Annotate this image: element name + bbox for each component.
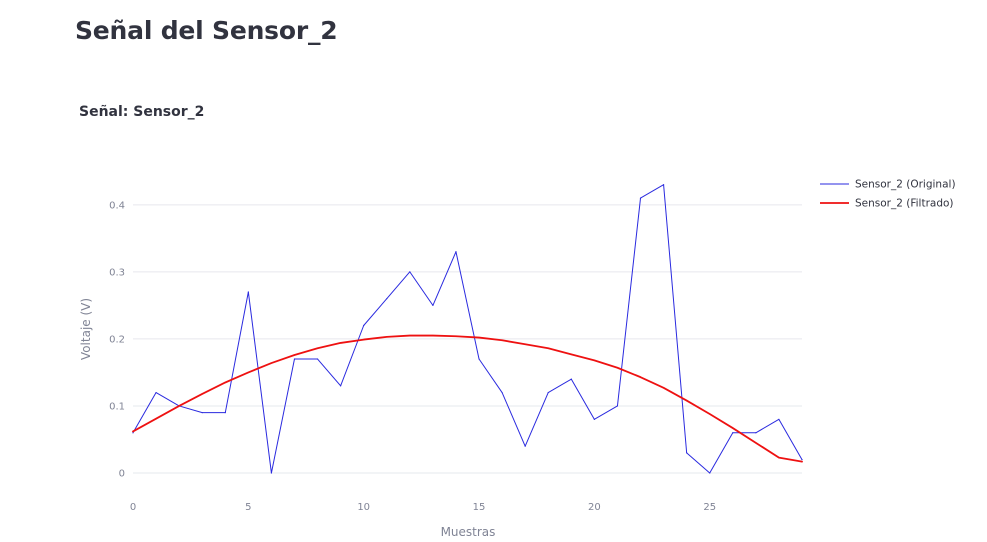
data-point bbox=[524, 445, 526, 447]
data-point bbox=[316, 358, 319, 360]
x-tick-label: 15 bbox=[473, 502, 486, 513]
x-tick-label: 25 bbox=[703, 502, 716, 513]
data-point bbox=[293, 354, 296, 356]
legend-item[interactable]: Sensor_2 (Filtrado) bbox=[820, 198, 954, 210]
y-axis-title: Voltaje (V) bbox=[79, 298, 93, 360]
data-point bbox=[201, 412, 203, 414]
data-point bbox=[270, 472, 273, 474]
y-tick-label: 0.3 bbox=[109, 267, 125, 278]
data-point bbox=[524, 343, 526, 345]
data-point bbox=[570, 353, 572, 355]
data-point bbox=[616, 405, 619, 407]
data-point bbox=[455, 335, 457, 337]
x-tick-labels: 0 5 10 15 20 25 bbox=[130, 502, 716, 513]
data-point bbox=[340, 385, 342, 387]
data-point bbox=[686, 452, 688, 454]
data-point bbox=[478, 358, 480, 360]
x-axis-title: Muestras bbox=[441, 525, 496, 539]
data-point bbox=[478, 336, 480, 339]
data-point bbox=[801, 461, 803, 463]
data-point bbox=[386, 298, 388, 300]
data-point bbox=[639, 376, 642, 378]
x-tick-label: 10 bbox=[357, 502, 370, 513]
y-tick-label: 0 bbox=[119, 469, 125, 480]
data-point bbox=[755, 432, 757, 434]
data-point bbox=[432, 304, 434, 306]
data-point bbox=[409, 271, 411, 273]
page-title: Señal del Sensor_2 bbox=[75, 16, 338, 45]
data-point bbox=[778, 418, 780, 420]
y-tick-label: 0.4 bbox=[109, 200, 125, 211]
plot-series bbox=[132, 184, 803, 474]
data-point bbox=[155, 418, 157, 420]
data-point bbox=[155, 391, 157, 394]
data-point bbox=[732, 432, 734, 434]
y-tick-label: 0.1 bbox=[109, 401, 125, 412]
data-point bbox=[593, 418, 595, 420]
data-point bbox=[409, 334, 411, 337]
data-point bbox=[432, 334, 434, 337]
data-point bbox=[132, 432, 134, 434]
data-point bbox=[801, 458, 803, 461]
y-tick-label: 0.2 bbox=[109, 334, 125, 345]
data-point bbox=[224, 412, 226, 414]
x-tick-label: 20 bbox=[588, 502, 601, 513]
data-point bbox=[570, 378, 572, 380]
data-point bbox=[547, 347, 549, 349]
data-point bbox=[363, 338, 365, 341]
data-point bbox=[201, 393, 203, 395]
data-point bbox=[224, 381, 226, 384]
y-tick-labels: 0 0.1 0.2 0.3 0.4 bbox=[109, 200, 125, 479]
data-point bbox=[547, 391, 549, 394]
data-point bbox=[270, 362, 273, 364]
data-point bbox=[732, 427, 734, 429]
data-point bbox=[316, 347, 319, 349]
legend-label: Sensor_2 (Original) bbox=[855, 179, 956, 191]
data-point bbox=[340, 342, 342, 344]
data-point bbox=[755, 442, 757, 444]
data-point bbox=[247, 291, 249, 293]
data-point bbox=[178, 405, 180, 407]
series-line bbox=[132, 184, 803, 474]
data-point bbox=[616, 367, 619, 369]
legend-item[interactable]: Sensor_2 (Original) bbox=[820, 179, 956, 191]
data-point bbox=[501, 339, 503, 341]
data-point bbox=[363, 324, 365, 327]
chart-title: Señal: Sensor_2 bbox=[79, 104, 205, 120]
series-original bbox=[132, 184, 803, 474]
data-point bbox=[662, 387, 665, 389]
y-grid bbox=[133, 204, 802, 474]
data-point bbox=[593, 359, 595, 361]
data-point bbox=[709, 413, 711, 415]
data-point bbox=[639, 197, 642, 199]
x-tick-label: 5 bbox=[245, 502, 251, 513]
data-point bbox=[709, 472, 711, 474]
data-point bbox=[686, 399, 688, 402]
legend[interactable]: Sensor_2 (Original) Sensor_2 (Filtrado) bbox=[820, 179, 956, 210]
series-line bbox=[132, 334, 803, 463]
data-point bbox=[132, 430, 134, 433]
x-tick-label: 0 bbox=[130, 502, 136, 513]
data-point bbox=[778, 456, 780, 459]
data-point bbox=[501, 391, 503, 394]
data-point bbox=[662, 184, 665, 186]
data-point bbox=[293, 358, 296, 360]
series-filtered bbox=[132, 334, 803, 463]
data-point bbox=[455, 251, 457, 253]
legend-label: Sensor_2 (Filtrado) bbox=[855, 198, 954, 210]
data-point bbox=[386, 336, 388, 338]
data-point bbox=[247, 371, 249, 374]
